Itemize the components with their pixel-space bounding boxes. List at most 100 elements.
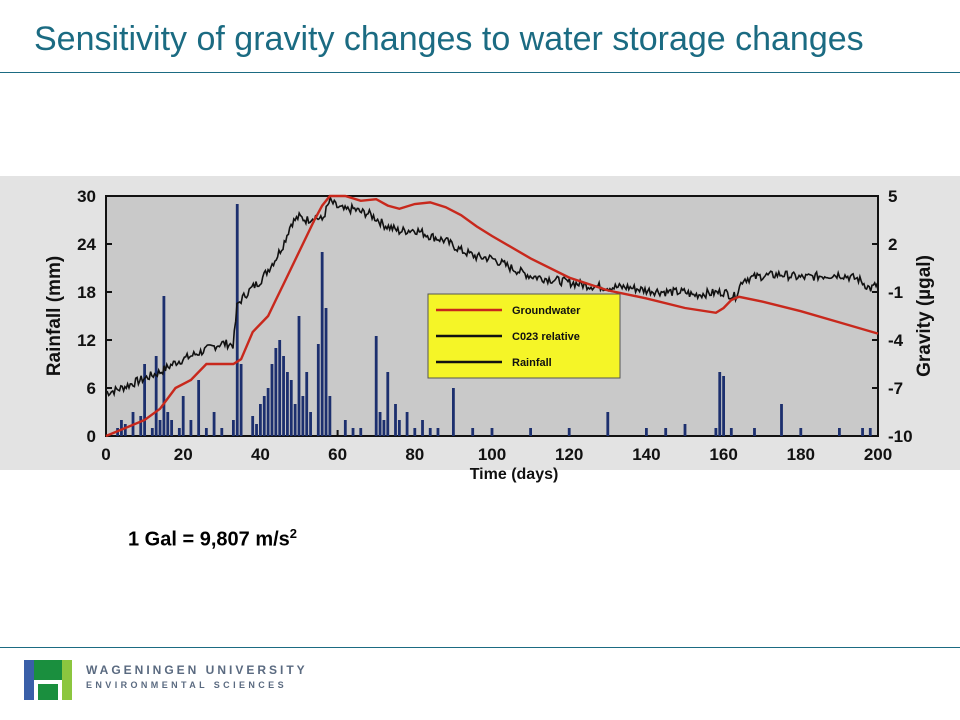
rainfall-bar [436,428,440,436]
rainfall-bar [729,428,733,436]
rainfall-bar [181,396,185,436]
footer-divider [0,647,960,648]
y-right-tick-label: 5 [888,187,897,206]
rainfall-bar [305,372,309,436]
rainfall-bar [235,204,239,436]
rainfall-bar [664,428,668,436]
rainfall-bar [150,428,154,436]
x-tick-label: 80 [405,445,424,464]
rainfall-bar [301,396,305,436]
rainfall-bar [413,428,417,436]
y-right-axis-title: Gravity (µgal) [914,255,935,377]
rainfall-bar [490,428,494,436]
rainfall-bar [567,428,571,436]
rainfall-bar [529,428,532,436]
y-right-tick-label: -4 [888,331,904,350]
rainfall-bar [166,412,170,436]
rainfall-bar [683,424,687,436]
rainfall-bar [286,372,289,436]
rainfall-bar [262,396,266,436]
rainfall-bar [231,420,235,436]
rainfall-bar [220,428,224,436]
rainfall-bar [343,420,347,436]
logo-line-1: WAGENINGEN UNIVERSITY [86,663,308,677]
y-left-tick-label: 12 [77,331,96,350]
rainfall-bar [405,412,409,436]
rainfall-bar [278,340,282,436]
legend-label: Groundwater [512,305,581,317]
rainfall-bar [421,420,424,436]
x-tick-label: 180 [787,445,815,464]
rainfall-bar [397,420,401,436]
rainfall-bar [255,424,258,436]
wageningen-logo-icon [24,660,72,700]
rainfall-bar [861,428,864,436]
rainfall-bar [780,404,783,436]
x-tick-label: 120 [555,445,583,464]
rainfall-bar [309,412,312,436]
formula-text: 1 Gal = 9,807 m/s [128,528,290,551]
title-divider [0,72,960,73]
rainfall-bar [718,372,722,436]
rainfall-bar [259,404,262,436]
rainfall-bar [645,428,648,436]
gravity-line [105,194,879,398]
rainfall-bar [289,380,293,436]
logo-line-2: ENVIRONMENTAL SCIENCES [86,680,287,690]
rainfall-bar [293,404,297,436]
x-axis-title: Time (days) [469,466,559,483]
y-left-tick-label: 0 [87,427,96,446]
legend-label: C023 relative [512,331,580,343]
rainfall-bar [359,428,363,436]
rainfall-bar [838,428,841,436]
x-tick-label: 140 [632,445,660,464]
rainfall-bar [197,380,201,436]
y-left-tick-label: 24 [77,235,96,254]
rainfall-bar [274,348,278,436]
y-right-tick-label: -10 [888,427,913,446]
rainfall-bar [266,388,270,436]
rainfall-bar [139,416,143,436]
rainfall-bar [239,364,243,436]
rainfall-bar [868,428,872,436]
rainfall-bar [154,356,158,436]
rainfall-bar [471,428,475,436]
x-tick-label: 100 [478,445,506,464]
university-logo: WAGENINGEN UNIVERSITY ENVIRONMENTAL SCIE… [22,658,342,706]
rainfall-bar [722,376,725,436]
x-tick-label: 40 [251,445,270,464]
legend-label: Rainfall [512,357,552,369]
rainfall-bar [170,420,174,436]
x-tick-label: 200 [864,445,892,464]
y-right-tick-label: -1 [888,283,903,302]
rainfall-bar [282,356,285,436]
slide-title: Sensitivity of gravity changes to water … [34,20,864,58]
y-right-tick-label: -7 [888,379,903,398]
rainfall-bar [394,404,397,436]
rainfall-bar [714,428,718,436]
chart-svg: 0 20 40 60 80 100 120 140 160 180 200 0 6 12 18 24 30 -10… [44,187,935,464]
rainfall-bar [382,420,386,436]
y-left-tick-label: 18 [77,283,96,302]
rainfall-bar [351,428,355,436]
rainfall-bar [204,428,208,436]
rainfall-bar [212,412,216,436]
rainfall-bar [189,420,193,436]
formula-superscript: 2 [289,526,298,541]
rainfall-bar [320,252,324,436]
x-tick-label: 60 [328,445,347,464]
rainfall-bar [177,428,181,436]
rainfall-bar [753,428,756,436]
y-left-axis-title: Rainfall (mm) [44,256,65,376]
rainfall-bar [120,420,123,436]
rainfall-bar [270,364,274,436]
rainfall-bar [158,420,162,436]
rainfall-bar [799,428,803,436]
rainfall-bar [452,388,455,436]
groundwater-line [105,194,879,438]
rainfall-bar [374,336,378,436]
rainfall-bar [324,308,328,436]
y-right-tick-label: 2 [888,235,897,254]
rainfall-bar [606,412,610,436]
gal-conversion-formula: 1 Gal = 9,807 m/s2 [128,526,297,552]
